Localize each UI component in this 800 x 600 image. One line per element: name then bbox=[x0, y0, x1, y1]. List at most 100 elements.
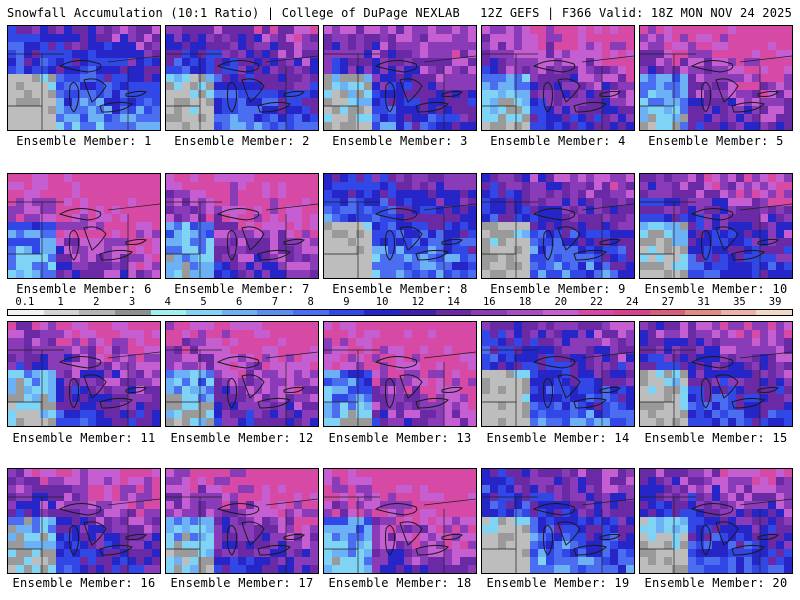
lake-outline bbox=[573, 249, 607, 261]
lake-outline bbox=[83, 521, 107, 546]
colorscale-swatch bbox=[43, 310, 80, 315]
colorscale-swatch bbox=[150, 310, 187, 315]
member-label: Ensemble Member: 20 bbox=[644, 576, 788, 590]
lake-outline bbox=[283, 90, 305, 97]
lake-outline bbox=[385, 525, 395, 556]
state-border bbox=[265, 351, 318, 359]
colorscale-tick-label: 12 bbox=[411, 296, 425, 308]
colorscale-tick-label: 2 bbox=[93, 296, 100, 308]
lake-outline bbox=[690, 60, 734, 73]
member-label: Ensemble Member: 11 bbox=[12, 431, 156, 445]
snowfall-map bbox=[8, 469, 160, 573]
map-panel-member-12[interactable] bbox=[165, 321, 319, 427]
colorscale-tick-label: 39 bbox=[768, 296, 782, 308]
state-border bbox=[423, 203, 476, 211]
map-panel-member-19[interactable] bbox=[481, 468, 635, 574]
lake-outline bbox=[557, 521, 581, 546]
member-label: Ensemble Member: 2 bbox=[174, 134, 310, 148]
map-panel-member-10[interactable] bbox=[639, 173, 793, 279]
lake-outline bbox=[374, 503, 418, 516]
lake-outline bbox=[701, 378, 711, 409]
colorscale-tick-label: 18 bbox=[518, 296, 532, 308]
member-label: Ensemble Member: 15 bbox=[644, 431, 788, 445]
lake-outline bbox=[374, 60, 418, 73]
colorscale-tick-label: 5 bbox=[200, 296, 207, 308]
colorscale-swatch bbox=[364, 310, 401, 315]
map-panel-member-2[interactable] bbox=[165, 25, 319, 131]
lake-outline bbox=[227, 82, 237, 113]
lake-outline bbox=[731, 249, 765, 261]
member-label: Ensemble Member: 6 bbox=[16, 282, 152, 296]
lake-outline bbox=[99, 249, 133, 261]
map-panel-member-17[interactable] bbox=[165, 468, 319, 574]
lake-outline bbox=[58, 60, 102, 73]
lake-outline bbox=[557, 226, 581, 251]
colorscale-swatch bbox=[685, 310, 721, 315]
lake-outline bbox=[441, 238, 463, 245]
state-border bbox=[739, 351, 792, 359]
member-label: Ensemble Member: 16 bbox=[12, 576, 156, 590]
colorscale-swatch bbox=[720, 310, 757, 315]
lake-outline bbox=[125, 386, 147, 393]
map-panel-member-14[interactable] bbox=[481, 321, 635, 427]
member-label: Ensemble Member: 7 bbox=[174, 282, 310, 296]
member-label: Ensemble Member: 19 bbox=[486, 576, 630, 590]
map-panel-member-5[interactable] bbox=[639, 25, 793, 131]
lake-outline bbox=[731, 397, 765, 409]
snowfall-map bbox=[166, 469, 318, 573]
member-label: Ensemble Member: 17 bbox=[170, 576, 314, 590]
lake-outline bbox=[690, 208, 734, 221]
member-label: Ensemble Member: 18 bbox=[328, 576, 472, 590]
state-border bbox=[265, 55, 318, 63]
map-panel-member-8[interactable] bbox=[323, 173, 477, 279]
map-panel-member-13[interactable] bbox=[323, 321, 477, 427]
map-panel-member-1[interactable] bbox=[7, 25, 161, 131]
lake-outline bbox=[83, 78, 107, 103]
lake-outline bbox=[543, 378, 553, 409]
lake-outline bbox=[257, 101, 291, 113]
map-panel-member-6[interactable] bbox=[7, 173, 161, 279]
snowfall-map bbox=[324, 26, 476, 130]
lake-outline bbox=[573, 544, 607, 556]
lake-outline bbox=[532, 503, 576, 516]
map-panel-member-7[interactable] bbox=[165, 173, 319, 279]
lake-outline bbox=[532, 60, 576, 73]
lake-outline bbox=[701, 230, 711, 261]
lake-outline bbox=[441, 90, 463, 97]
map-panel-member-15[interactable] bbox=[639, 321, 793, 427]
colorscale-tick-label: 22 bbox=[590, 296, 603, 308]
state-border bbox=[739, 55, 792, 63]
map-panel-member-11[interactable] bbox=[7, 321, 161, 427]
colorscale-tick-label: 0.1 bbox=[15, 296, 35, 308]
map-panel-member-3[interactable] bbox=[323, 25, 477, 131]
snowfall-map bbox=[482, 322, 634, 426]
lake-outline bbox=[227, 230, 237, 261]
map-panel-member-18[interactable] bbox=[323, 468, 477, 574]
lake-outline bbox=[599, 386, 621, 393]
lake-outline bbox=[257, 544, 291, 556]
lake-outline bbox=[241, 226, 265, 251]
member-label: Ensemble Member: 5 bbox=[648, 134, 784, 148]
map-panel-member-9[interactable] bbox=[481, 173, 635, 279]
map-panel-member-20[interactable] bbox=[639, 468, 793, 574]
lake-outline bbox=[69, 82, 79, 113]
lake-outline bbox=[415, 397, 449, 409]
snowfall-map bbox=[8, 322, 160, 426]
lake-outline bbox=[385, 230, 395, 261]
colorscale-tick-label: 4 bbox=[164, 296, 171, 308]
lake-outline bbox=[557, 78, 581, 103]
state-border bbox=[581, 203, 634, 211]
lake-outline bbox=[532, 208, 576, 221]
lake-outline bbox=[441, 533, 463, 540]
lake-outline bbox=[399, 374, 423, 399]
colorscale-swatch bbox=[186, 310, 222, 315]
lake-outline bbox=[216, 60, 260, 73]
snowfall-map bbox=[8, 26, 160, 130]
colorscale-swatch bbox=[257, 310, 294, 315]
map-panel-member-16[interactable] bbox=[7, 468, 161, 574]
lake-outline bbox=[757, 238, 779, 245]
map-panel-member-4[interactable] bbox=[481, 25, 635, 131]
snowfall-map bbox=[640, 322, 792, 426]
colorscale-tick-label: 6 bbox=[236, 296, 243, 308]
colorscale-tick-label: 1 bbox=[57, 296, 64, 308]
